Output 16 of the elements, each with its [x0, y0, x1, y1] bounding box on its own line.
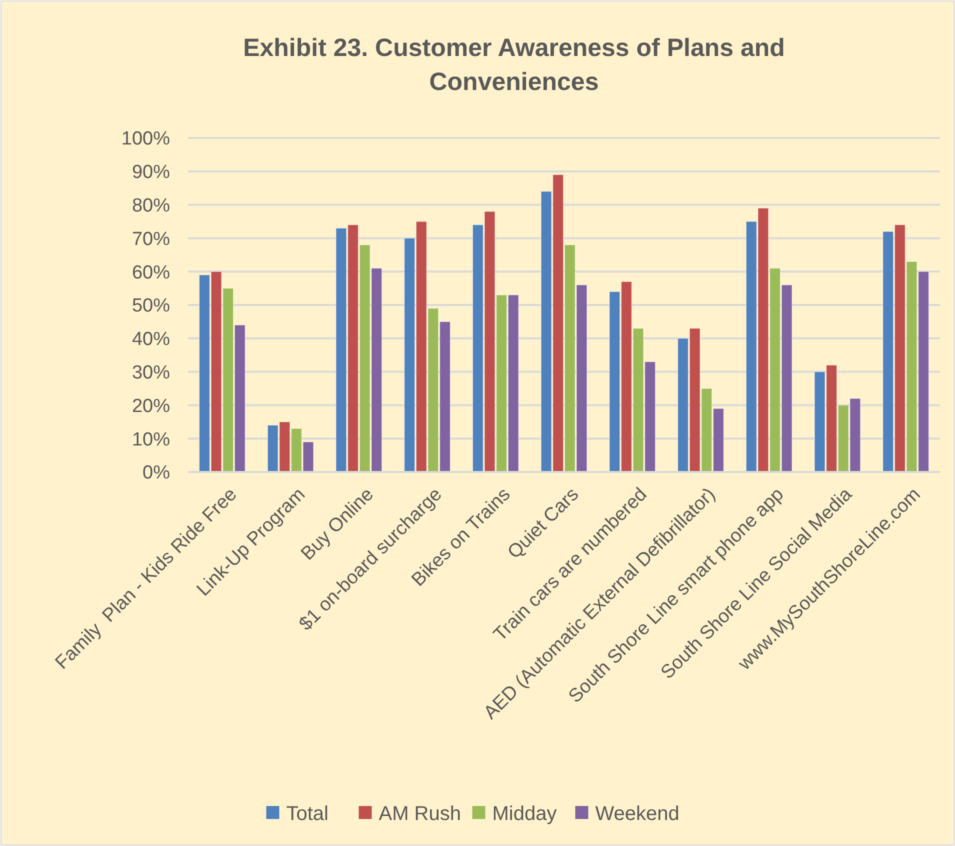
legend-label: AM Rush: [378, 803, 461, 825]
legend-label: Midday: [492, 803, 557, 825]
legend-label: Total: [286, 803, 328, 825]
y-tick-label: 0%: [142, 462, 170, 484]
y-tick-label: 60%: [132, 262, 170, 284]
y-tick-label: 90%: [132, 162, 170, 184]
y-tick-label: 70%: [132, 228, 170, 250]
y-tick-label: 100%: [121, 128, 170, 150]
y-tick-label: 50%: [132, 296, 170, 317]
legend-label: Weekend: [595, 803, 680, 825]
chart-title: Exhibit 23. Customer Awareness of Plans and Conveniences: [243, 34, 785, 96]
y-tick-label: 80%: [132, 195, 170, 216]
y-tick-label: 20%: [132, 396, 170, 417]
y-tick-label: 30%: [132, 362, 170, 384]
y-tick-label: 10%: [132, 429, 170, 450]
y-tick-label: 40%: [132, 329, 170, 350]
